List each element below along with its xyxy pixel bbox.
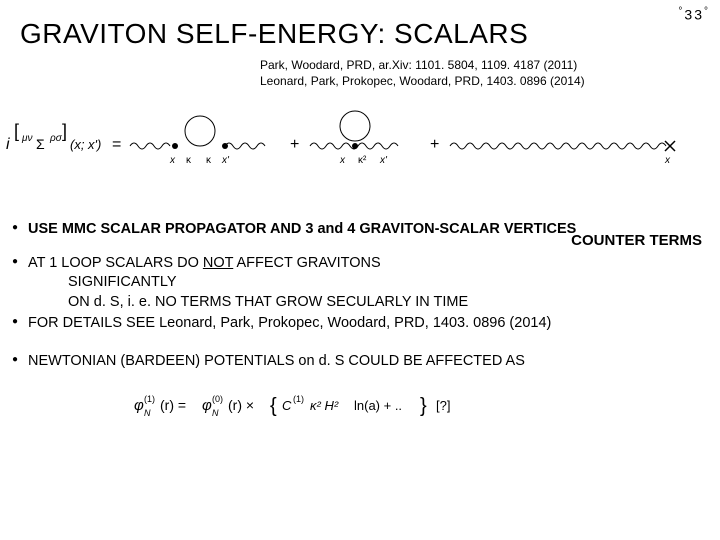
svg-text:C: C — [282, 398, 292, 413]
ref-line-2: Leonard, Park, Prokopec, Woodard, PRD, 1… — [260, 74, 720, 90]
ref-line-1: Park, Woodard, PRD, ar.Xiv: 1101. 5804, … — [260, 58, 720, 74]
svg-text:(0): (0) — [212, 394, 223, 404]
svg-text:[: [ — [14, 121, 19, 141]
bullet-1: USE MMC SCALAR PROPAGATOR AND 3 and 4 GR… — [12, 220, 708, 240]
svg-text:κ: κ — [186, 155, 192, 166]
diagram-3: x — [450, 141, 675, 166]
diagram-2: x κ² x' — [310, 111, 398, 166]
plus-1: + — [290, 136, 299, 153]
svg-text:ρσ: ρσ — [49, 133, 63, 144]
plus-2: + — [430, 136, 439, 153]
lhs-text: i — [6, 136, 10, 153]
svg-text:(1): (1) — [144, 394, 155, 404]
bullet-2-line-3: ON d. S, i. e. NO TERMS THAT GROW SECULA… — [28, 293, 708, 313]
diagram-1: x κ κ x' — [130, 116, 265, 166]
svg-text:κ²: κ² — [358, 155, 367, 166]
svg-text:φ: φ — [202, 397, 212, 414]
svg-text:φ: φ — [134, 397, 144, 414]
svg-text:N: N — [144, 408, 151, 418]
svg-text:x: x — [169, 155, 176, 166]
svg-text:x: x — [339, 155, 346, 166]
page-title: GRAVITON SELF-ENERGY: SCALARS — [0, 0, 720, 50]
svg-text:x: x — [664, 155, 671, 166]
svg-text:μν: μν — [21, 133, 32, 144]
svg-text:κ: κ — [206, 155, 212, 166]
svg-text:[?]: [?] — [436, 398, 450, 413]
svg-text:{: { — [270, 395, 277, 417]
svg-text:κ² H²: κ² H² — [310, 398, 339, 413]
svg-text:(r) =: (r) = — [160, 397, 186, 413]
bullet-list: USE MMC SCALAR PROPAGATOR AND 3 and 4 GR… — [0, 190, 720, 371]
svg-text:(x; x'): (x; x') — [70, 137, 101, 152]
svg-text:x': x' — [379, 155, 388, 166]
svg-text:Σ: Σ — [36, 136, 45, 152]
svg-text:}: } — [420, 395, 427, 417]
formula: φ (1) N (r) = φ (0) N (r) × { C (1) κ² H… — [130, 386, 590, 426]
bullet-2: AT 1 LOOP SCALARS DO NOT AFFECT GRAVITON… — [12, 254, 708, 313]
svg-text:x': x' — [221, 155, 230, 166]
svg-text:(1): (1) — [293, 394, 304, 404]
bullet-4: NEWTONIAN (BARDEEN) POTENTIALS on d. S C… — [12, 352, 708, 372]
svg-text:(r) ×: (r) × — [228, 397, 254, 413]
svg-text:]: ] — [62, 121, 67, 141]
svg-text:ln(a) + ..: ln(a) + .. — [354, 398, 402, 413]
bullet-2-line-2: SIGNIFICANTLY — [28, 273, 708, 293]
page-number: °33° — [678, 6, 710, 23]
svg-text:=: = — [112, 136, 121, 153]
references: Park, Woodard, PRD, ar.Xiv: 1101. 5804, … — [0, 50, 720, 89]
svg-text:N: N — [212, 408, 219, 418]
feynman-diagram: i [ μν Σ ρσ ] (x; x') = x κ κ x' + x κ² … — [0, 101, 700, 181]
bullet-3: FOR DETAILS SEE Leonard, Park, Prokopec,… — [12, 314, 708, 334]
